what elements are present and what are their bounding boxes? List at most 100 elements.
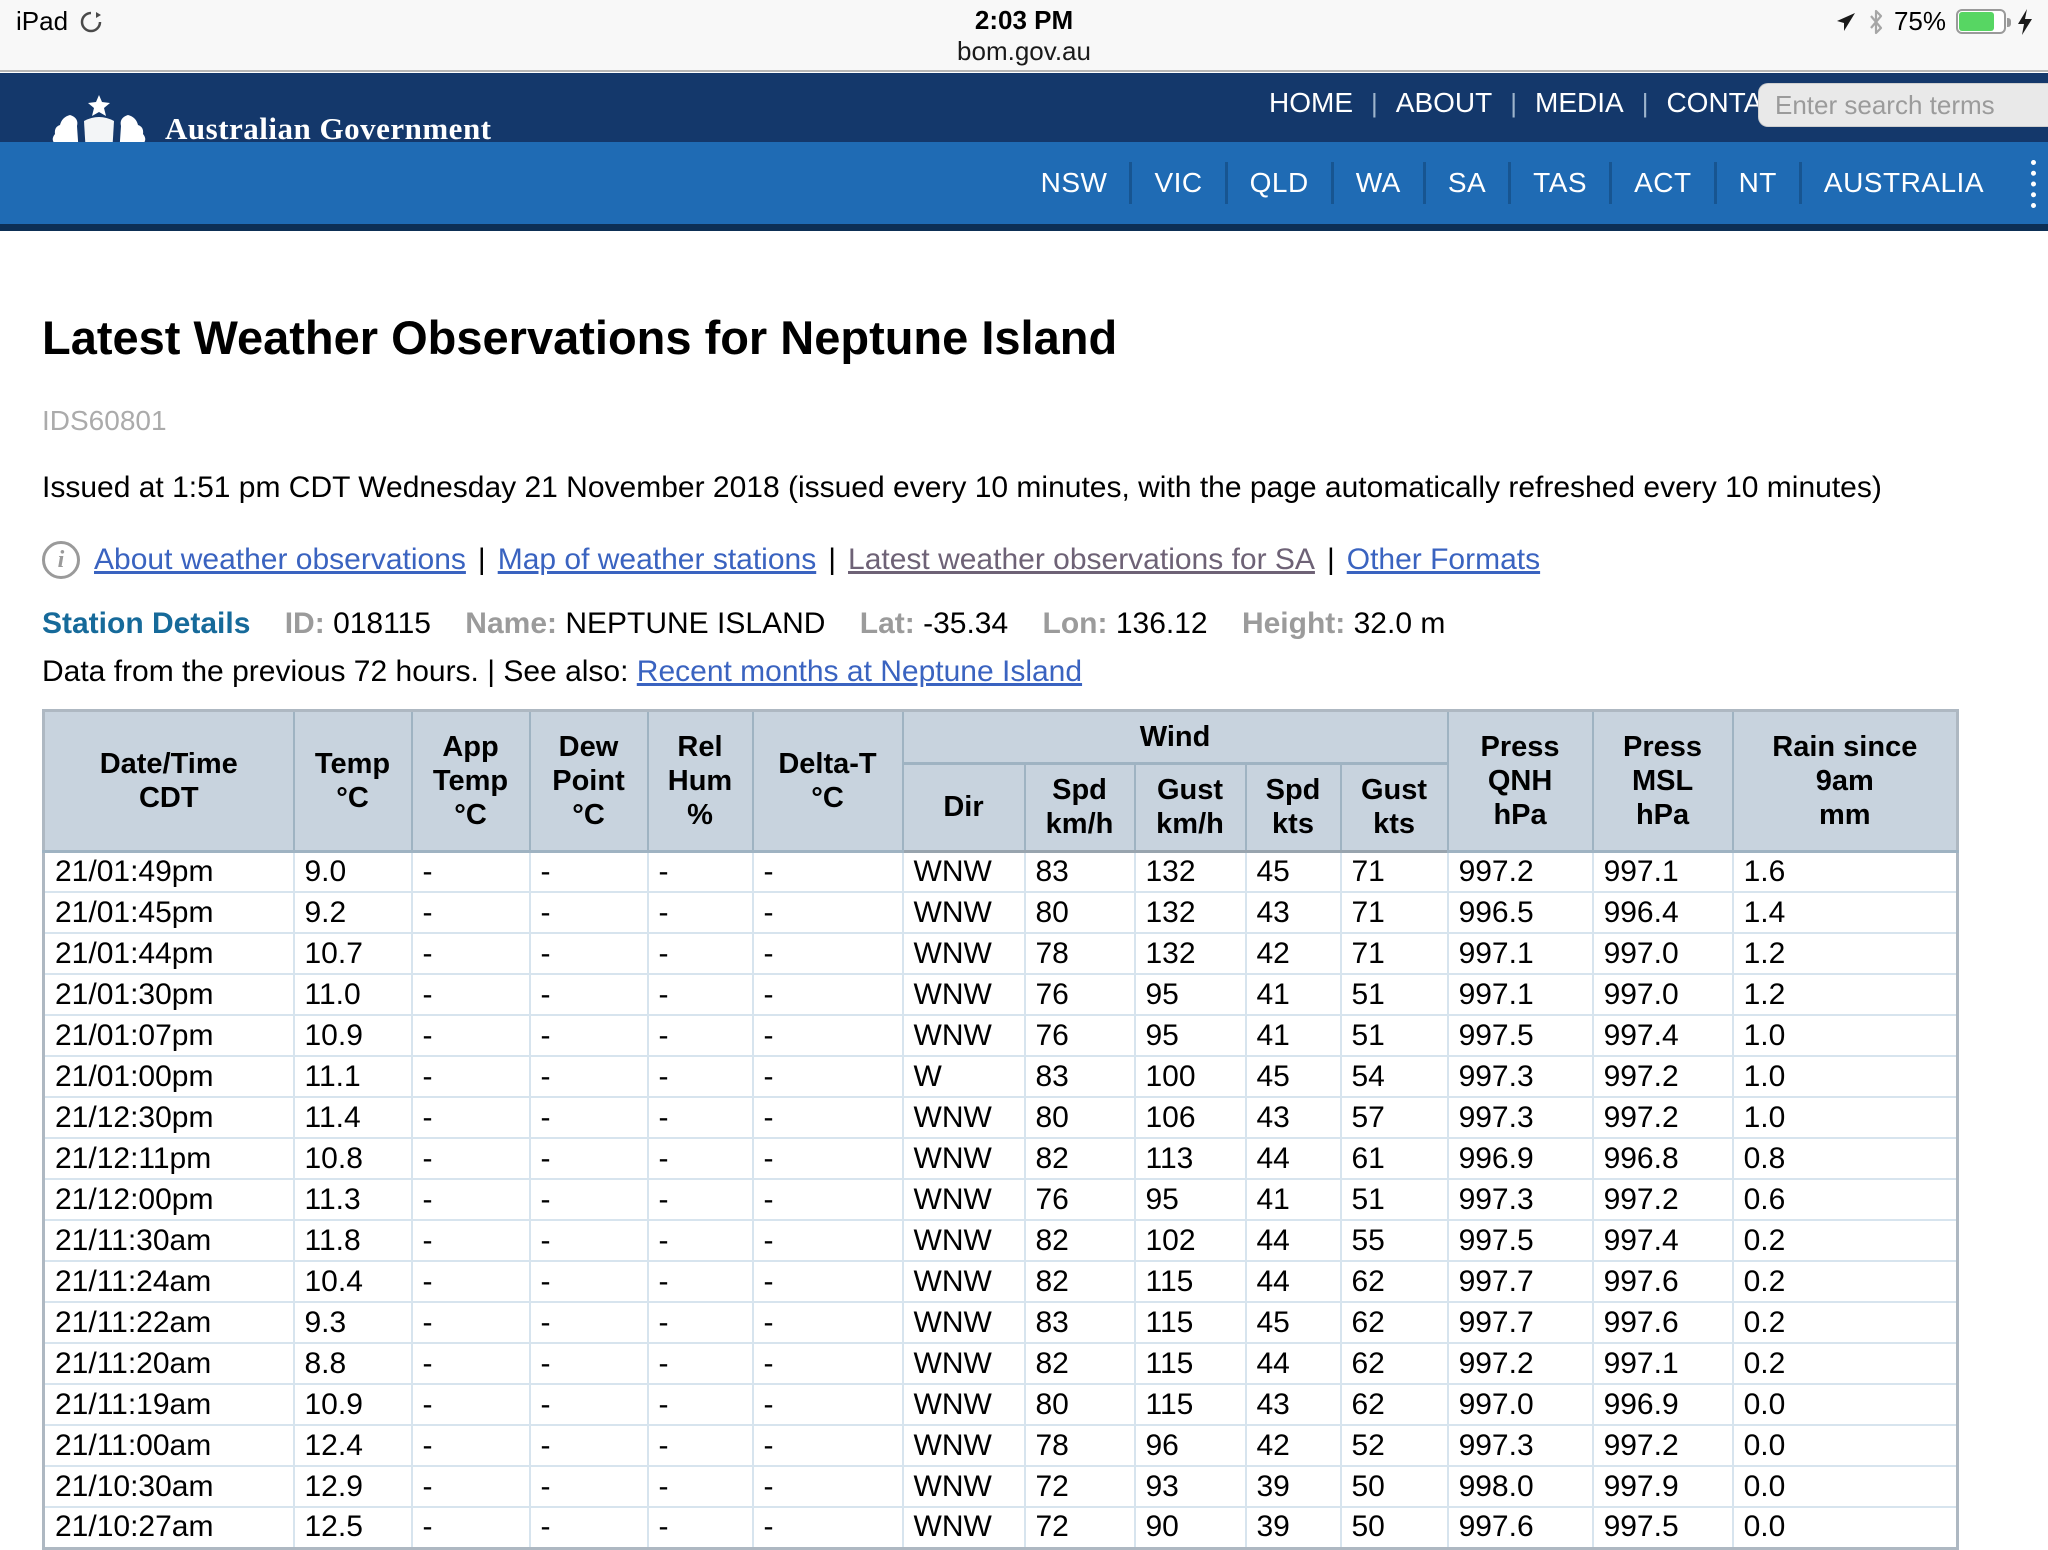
table-cell: 997.2 (1591, 1096, 1734, 1140)
table-cell: 78 (1023, 932, 1136, 976)
table-cell: 997.5 (1446, 1014, 1594, 1058)
state-nav-sa[interactable]: SA (1447, 167, 1487, 198)
related-link[interactable]: About weather observations (94, 543, 466, 576)
table-cell: 997.2 (1591, 1055, 1734, 1099)
state-nav-vic[interactable]: VIC (1154, 167, 1203, 198)
link-separator: | (1326, 543, 1335, 576)
table-cell: 1.2 (1731, 973, 1959, 1017)
table-row: 21/12:11pm 10.8- - - - WNW 82 113 44 61 996.9 996.8… (42, 1137, 1959, 1181)
table-cell: 21/10:27am (42, 1506, 295, 1550)
table-cell: - (528, 891, 649, 935)
related-link[interactable]: Latest weather observations for SA (848, 543, 1315, 576)
table-cell: 76 (1023, 1178, 1136, 1222)
table-cell: 42 (1244, 932, 1342, 976)
top-nav-about[interactable]: ABOUT (1395, 87, 1493, 118)
table-cell: 82 (1023, 1219, 1136, 1263)
station-name-label: Name: (465, 607, 557, 640)
table-cell: 41 (1244, 1178, 1342, 1222)
table-cell: - (751, 932, 904, 976)
state-nav-nsw[interactable]: NSW (1040, 167, 1108, 198)
top-nav-media[interactable]: MEDIA (1535, 87, 1624, 118)
table-cell: 0.8 (1731, 1137, 1959, 1181)
state-nav-act[interactable]: ACT (1634, 167, 1692, 198)
table-cell: - (410, 1219, 531, 1263)
table-cell: - (528, 1219, 649, 1263)
state-nav-tas[interactable]: TAS (1533, 167, 1588, 198)
table-cell: WNW (901, 973, 1026, 1017)
table-cell: 82 (1023, 1137, 1136, 1181)
table-cell: - (751, 1424, 904, 1468)
link-separator: | (828, 543, 837, 576)
table-cell: - (646, 1260, 754, 1304)
table-cell: 0.0 (1731, 1465, 1959, 1509)
table-cell: - (646, 1055, 754, 1099)
table-cell: WNW (901, 1506, 1026, 1550)
table-cell: 10.4 (292, 1260, 413, 1304)
table-cell: 8.8 (292, 1342, 413, 1386)
table-cell: - (751, 1055, 904, 1099)
top-nav-home[interactable]: HOME (1269, 87, 1353, 118)
table-row: 21/01:07pm 10.9- - - - WNW 76 95 41 51 997.5 997.4 1… (42, 1014, 1959, 1058)
table-cell: - (751, 1219, 904, 1263)
battery-icon (1956, 9, 2011, 34)
station-lon-value: 136.12 (1115, 607, 1208, 640)
state-nav-qld[interactable]: QLD (1249, 167, 1309, 198)
table-cell: 51 (1339, 1014, 1449, 1058)
table-cell: - (751, 1342, 904, 1386)
table-cell: 21/11:20am (42, 1342, 295, 1386)
table-cell: 996.9 (1446, 1137, 1594, 1181)
col-header-wind-spd-kmh: Spd km/h (1023, 762, 1136, 853)
table-cell: - (646, 1137, 754, 1181)
table-cell: 0.0 (1731, 1424, 1959, 1468)
table-cell: - (528, 1301, 649, 1345)
table-cell: 62 (1339, 1342, 1449, 1386)
table-cell: 72 (1023, 1465, 1136, 1509)
table-cell: 21/12:11pm (42, 1137, 295, 1181)
state-nav-australia[interactable]: AUSTRALIA (1823, 167, 1984, 198)
table-cell: - (751, 1465, 904, 1509)
table-cell: WNW (901, 1014, 1026, 1058)
table-cell: 42 (1244, 1424, 1342, 1468)
related-link[interactable]: Map of weather stations (497, 543, 817, 576)
station-lat-label: Lat: (859, 607, 915, 640)
table-cell: WNW (901, 1260, 1026, 1304)
table-row: 21/12:00pm 11.3- - - - WNW 76 95 41 51 997.3 997.2 0… (42, 1178, 1959, 1222)
table-cell: 12.4 (292, 1424, 413, 1468)
table-row: 21/01:30pm 11.0- - - - WNW 76 95 41 51 997.1 997.0 1… (42, 973, 1959, 1017)
table-cell: 11.4 (292, 1096, 413, 1140)
search-input[interactable] (1758, 83, 2048, 127)
location-arrow-icon (1834, 10, 1858, 34)
related-link[interactable]: Other Formats (1346, 543, 1541, 576)
table-cell: - (646, 1014, 754, 1058)
col-header-press-qnh: Press QNH hPa (1446, 709, 1594, 853)
state-nav-wa[interactable]: WA (1355, 167, 1401, 198)
data-note-text: Data from the previous 72 hours. | See a… (42, 655, 637, 688)
address-bar[interactable]: bom.gov.au (957, 36, 1091, 66)
product-id: IDS60801 (42, 405, 167, 436)
station-name-value: NEPTUNE ISLAND (565, 607, 826, 640)
table-cell: 57 (1339, 1096, 1449, 1140)
table-cell: 997.0 (1591, 932, 1734, 976)
recent-months-link[interactable]: Recent months at Neptune Island (636, 655, 1083, 688)
data-note-line: Data from the previous 72 hours. | See a… (42, 655, 2048, 689)
table-cell: 43 (1244, 1096, 1342, 1140)
table-cell: - (410, 1055, 531, 1099)
state-nav-nt[interactable]: NT (1738, 167, 1777, 198)
table-cell: - (410, 1260, 531, 1304)
col-header-rain: Rain since 9am mm (1731, 709, 1959, 853)
table-cell: WNW (901, 849, 1026, 894)
table-cell: - (646, 973, 754, 1017)
table-cell: 21/12:30pm (42, 1096, 295, 1140)
station-height-label: Height: (1241, 607, 1346, 640)
table-cell: WNW (901, 1383, 1026, 1427)
table-cell: 997.1 (1591, 849, 1734, 894)
table-cell: 50 (1339, 1506, 1449, 1550)
table-cell: 41 (1244, 973, 1342, 1017)
table-cell: 1.0 (1731, 1096, 1959, 1140)
table-row: 21/11:00am 12.4- - - - WNW 78 96 42 52 997.3 997.2 0… (42, 1424, 1959, 1468)
state-nav: NSW VIC QLD WA SA TAS ACT NT AUSTRALIA (1035, 142, 1990, 224)
table-cell: - (528, 1137, 649, 1181)
table-cell: - (646, 1465, 754, 1509)
table-cell: 82 (1023, 1260, 1136, 1304)
table-cell: 115 (1133, 1383, 1247, 1427)
